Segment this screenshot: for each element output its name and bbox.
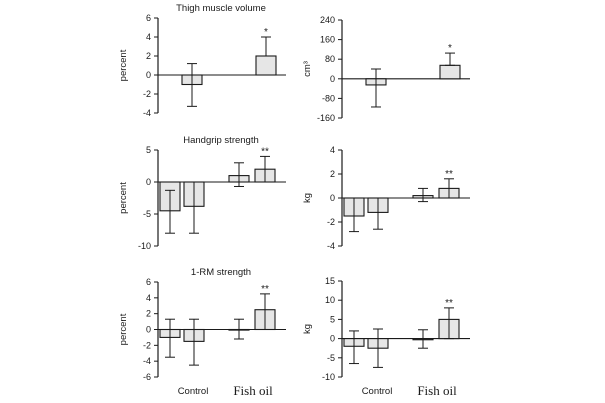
chart-panel-2: 240 160 80 0 -80 -160 cm³ * (302, 15, 470, 123)
significance-label: * (448, 43, 452, 54)
chart-title: Thigh muscle volume (176, 3, 266, 14)
significance-label: ** (261, 284, 269, 295)
bar (255, 55, 277, 76)
y-tick-label: -2 (327, 217, 335, 227)
y-tick-label: -6 (143, 372, 151, 382)
chart-title: 1-RM strength (191, 267, 251, 278)
y-tick-label: 240 (320, 15, 335, 25)
y-axis-label: percent (118, 49, 129, 81)
y-tick-label: 0 (146, 325, 151, 335)
x-category-control: Control (178, 386, 209, 397)
y-tick-label: -4 (327, 241, 335, 251)
y-tick-label: -5 (143, 209, 151, 219)
significance-label: ** (445, 169, 453, 180)
y-tick-label: 4 (146, 293, 151, 303)
y-tick-label: 5 (330, 314, 335, 324)
y-tick-label: 5 (146, 145, 151, 155)
y-tick-label: 2 (146, 51, 151, 61)
y-tick-label: 2 (146, 309, 151, 319)
y-tick-label: 0 (146, 177, 151, 187)
y-tick-label: -4 (143, 108, 151, 118)
significance-label: ** (261, 146, 269, 157)
y-tick-label: -2 (143, 89, 151, 99)
y-tick-label: 0 (330, 193, 335, 203)
y-tick-label: 80 (325, 54, 335, 64)
chart-panel-6: 15 10 5 0 -5 -10 kg ** Control Fish oil (302, 276, 470, 398)
significance-label: * (264, 27, 268, 38)
y-axis-label: percent (118, 313, 129, 345)
y-tick-label: 6 (146, 277, 151, 287)
y-axis-label: percent (118, 182, 129, 214)
y-tick-label: -80 (322, 93, 335, 103)
y-tick-label: 10 (325, 295, 335, 305)
y-tick-label: -10 (322, 372, 335, 382)
y-tick-label: 15 (325, 276, 335, 286)
chart-panel-1: Thigh muscle volume 6 4 2 0 -2 -4 percent * (118, 3, 286, 118)
chart-title: Handgrip strength (183, 135, 259, 146)
y-tick-label: 0 (330, 334, 335, 344)
y-tick-label: -10 (138, 241, 151, 251)
y-tick-label: 4 (330, 145, 335, 155)
y-tick-label: -4 (143, 356, 151, 366)
y-tick-label: 0 (146, 70, 151, 80)
y-tick-label: 6 (146, 13, 151, 23)
y-axis-label: kg (302, 324, 313, 334)
y-tick-label: 0 (330, 74, 335, 84)
bar (439, 64, 461, 80)
y-tick-label: 160 (320, 35, 335, 45)
x-category-fish-oil: Fish oil (417, 383, 457, 398)
x-category-control: Control (362, 386, 393, 397)
y-tick-label: -2 (143, 340, 151, 350)
significance-label: ** (445, 298, 453, 309)
y-tick-label: -160 (317, 113, 335, 123)
y-axis-label: kg (302, 193, 313, 203)
chart-panel-3: Handgrip strength 5 0 -5 -10 percent ** (118, 135, 286, 251)
y-axis-label: cm³ (302, 61, 313, 77)
chart-panel-4: 4 2 0 -2 -4 kg ** (302, 145, 470, 251)
x-category-fish-oil: Fish oil (233, 383, 273, 398)
chart-panel-5: 1-RM strength 6 4 2 0 -2 -4 -6 percent ** Control F… (118, 267, 286, 398)
y-tick-label: 4 (146, 32, 151, 42)
y-tick-label: -5 (327, 353, 335, 363)
y-tick-label: 2 (330, 169, 335, 179)
